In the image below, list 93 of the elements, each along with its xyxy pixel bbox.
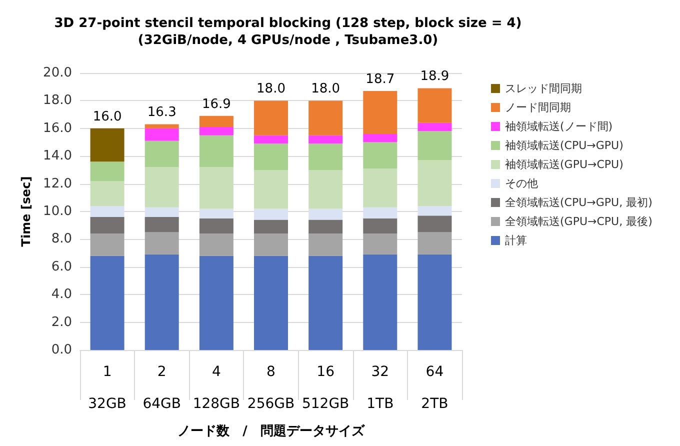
bar [308, 256, 343, 350]
x-tick-label: 32 1TB [366, 364, 394, 412]
y-tick-label: 8.0 [51, 232, 72, 247]
bar [418, 232, 452, 254]
y-axis-title: Time [sec] [19, 176, 34, 247]
bar [199, 167, 234, 209]
bar [308, 234, 343, 256]
legend-label: ノード間同期 [505, 101, 571, 114]
bar [418, 254, 452, 350]
y-tick-label: 2.0 [51, 314, 72, 330]
y-tick-label: 0.0 [51, 342, 72, 358]
bar [144, 140, 179, 168]
bar [418, 131, 452, 160]
total-label: 18.0 [256, 82, 286, 97]
bar [308, 144, 343, 170]
total-label: 16.3 [147, 105, 176, 120]
bar [144, 124, 179, 128]
x-tick-label: 8 256GB [247, 364, 295, 412]
bar [254, 234, 288, 256]
y-tick-label: 20.0 [43, 66, 72, 80]
total-label: 16.9 [202, 96, 231, 112]
x-tick-label: 16 512GB [302, 364, 350, 412]
bar [363, 254, 398, 350]
bar [199, 135, 234, 168]
total-label: 18.7 [366, 72, 395, 88]
x-axis-title: ノード数 / 問題データサイズ [178, 424, 366, 439]
x-tick-label: 4 128GB [192, 364, 240, 412]
bar [199, 116, 234, 128]
bar [254, 100, 288, 136]
legend-label: 袖領域転送(ノード間) [505, 120, 613, 133]
bar [363, 134, 398, 142]
total-label: 18.0 [311, 82, 340, 97]
bar [363, 234, 398, 254]
y-tick-label: 18.0 [43, 93, 72, 108]
bar [363, 142, 398, 169]
bar [363, 168, 398, 208]
y-tick-label: 4.0 [51, 287, 72, 302]
x-tick-label: 2 64GB [142, 364, 181, 412]
bar [308, 208, 343, 220]
y-tick-label: 14.0 [43, 148, 72, 164]
bar [363, 207, 398, 218]
y-tick-label: 10.0 [43, 204, 72, 219]
bar [90, 217, 124, 234]
x-tick-label: 1 32GB [88, 364, 126, 412]
bar [199, 218, 234, 234]
legend-label: 全領域転送(GPU→CPU, 最後) [505, 215, 652, 228]
bar [418, 122, 452, 132]
total-label: 18.9 [420, 69, 450, 84]
bar [254, 256, 288, 350]
bar [90, 256, 124, 350]
bar [254, 135, 288, 144]
y-tick-label: 6.0 [51, 259, 72, 274]
legend-label: その他 [505, 177, 538, 190]
bar [418, 160, 452, 206]
bar [199, 234, 234, 256]
bar [363, 218, 398, 234]
y-tick-label: 16.0 [43, 120, 72, 136]
legend-label: スレッド間同期 [505, 82, 582, 95]
bar [144, 232, 179, 254]
bar [308, 170, 343, 209]
bar [418, 88, 452, 123]
bar [308, 220, 343, 234]
bar [418, 206, 452, 216]
bar [90, 128, 124, 162]
legend-label: 計算 [505, 234, 527, 247]
bar [199, 256, 234, 350]
bar [308, 135, 343, 144]
bar [144, 217, 179, 232]
legend-label: 袖領域転送(CPU→GPU) [505, 139, 624, 152]
chart-title: 3D 27-point stencil temporal blocking (128 step, block size = 4) [54, 16, 522, 31]
bar [90, 206, 124, 218]
bar [90, 181, 124, 206]
x-tick-label: 64 2TB [421, 364, 448, 412]
bar [308, 100, 343, 136]
bar [254, 220, 288, 234]
total-label: 16.0 [92, 109, 122, 124]
bar [418, 216, 452, 232]
bar [254, 170, 288, 209]
legend-label: 袖領域転送(GPU→CPU) [505, 158, 624, 171]
bar [254, 144, 288, 170]
bar [144, 254, 179, 350]
bar [90, 234, 124, 256]
chart-subtitle: (32GiB/node, 4 GPUs/node , Tsubame3.0) [138, 33, 438, 48]
legend-label: 全領域転送(CPU→GPU, 最初) [505, 196, 652, 209]
bar [199, 127, 234, 136]
bar [144, 128, 179, 141]
bar [144, 207, 179, 218]
bar [144, 167, 179, 208]
bar [199, 208, 234, 218]
bar [254, 208, 288, 220]
y-tick-label: 12.0 [43, 176, 72, 192]
bar [90, 162, 124, 182]
bar [363, 91, 398, 134]
